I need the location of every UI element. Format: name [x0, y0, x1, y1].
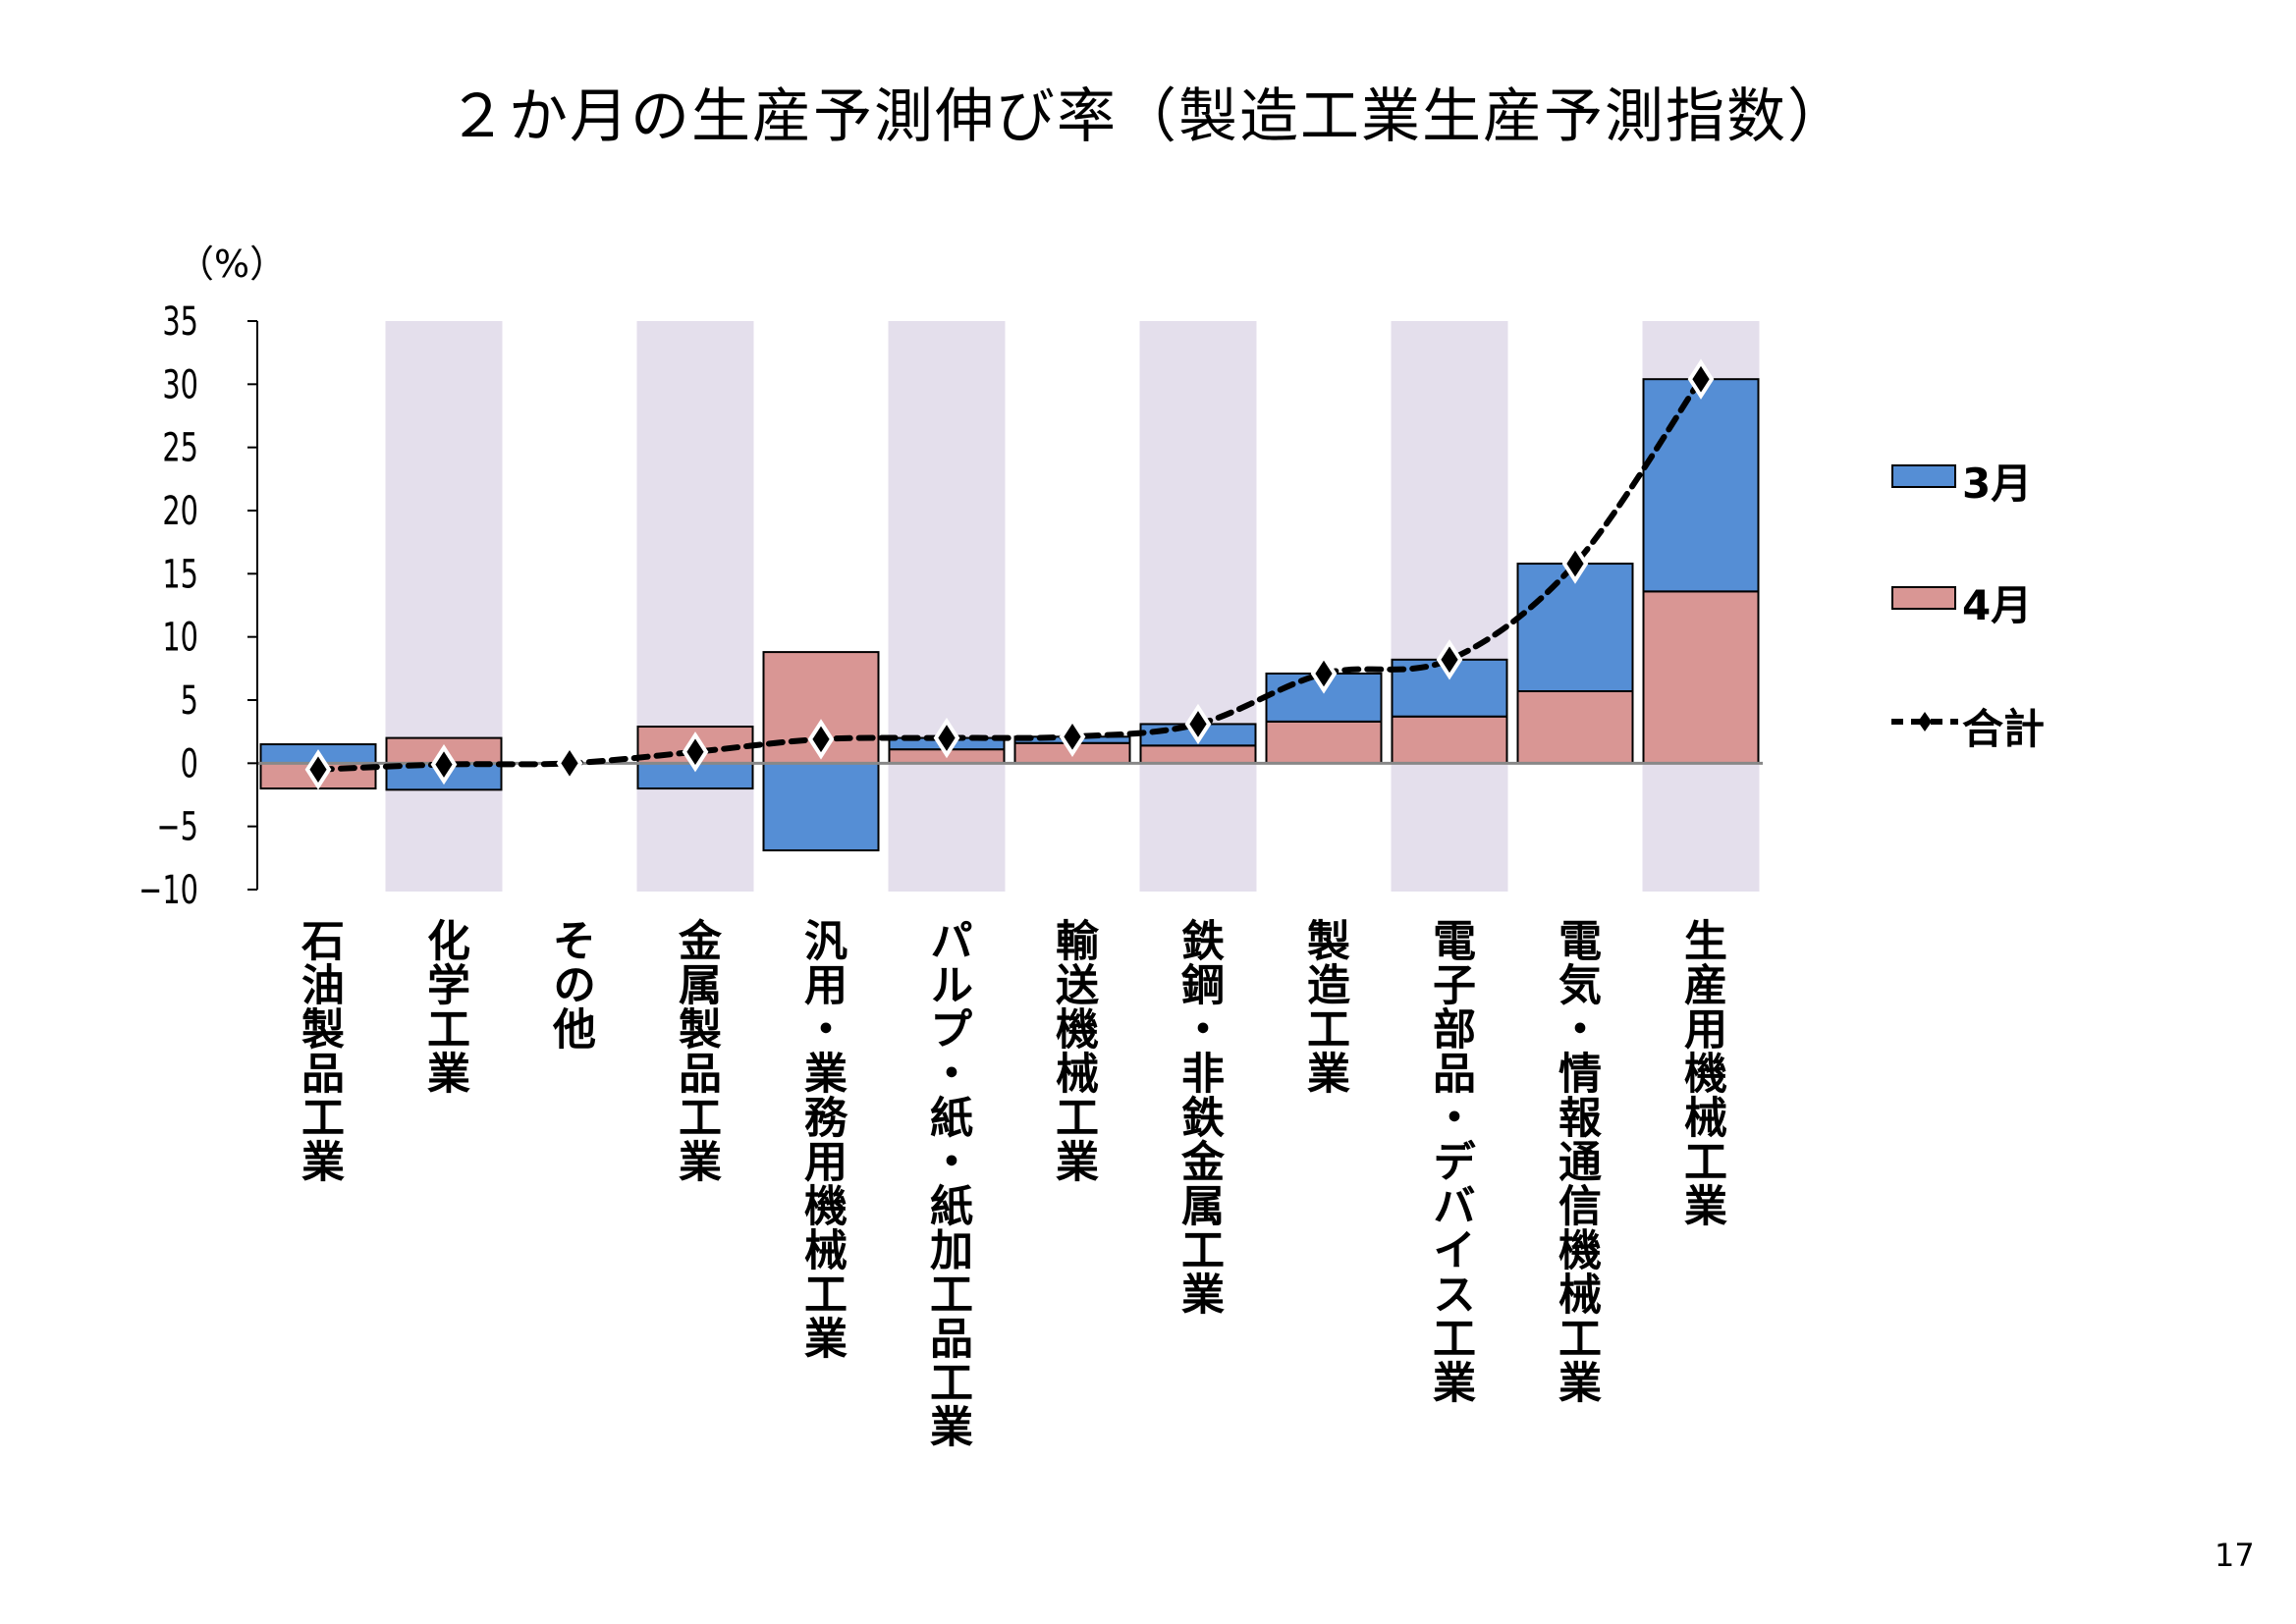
category-label: その他 [545, 918, 595, 1051]
background-band [888, 321, 1006, 892]
category-label: 化学工業 [419, 918, 469, 1095]
category-label: 石油製品工業 [294, 918, 344, 1183]
category-label: 製造工業 [1299, 918, 1349, 1095]
total-marker [304, 749, 332, 790]
legend-label: 4月 [1962, 581, 2033, 629]
legend-marker-total [1918, 712, 1932, 731]
bar-segment [1642, 590, 1760, 765]
total-marker [807, 719, 835, 760]
total-marker [933, 717, 960, 759]
legend-swatch-april [1891, 586, 1956, 610]
bar-segment [1265, 720, 1383, 765]
background-band [385, 321, 503, 892]
y-tick-label: −10 [138, 868, 198, 913]
bar-segment [1391, 715, 1508, 765]
background-band [1139, 321, 1257, 892]
category-label: 鉄鋼・非鉄金属工業 [1174, 918, 1224, 1316]
y-tick-label: 5 [181, 678, 198, 724]
bar-segment [1516, 689, 1634, 765]
y-tick-label: 10 [162, 616, 198, 661]
total-marker [556, 742, 583, 785]
bar-segment [1642, 378, 1760, 593]
total-marker [1561, 543, 1589, 584]
y-tick-label: 0 [181, 742, 198, 787]
y-tick-label: 15 [162, 553, 198, 598]
bar-segment [1516, 563, 1634, 692]
category-label: 輸送機械工業 [1048, 918, 1098, 1183]
y-tick-label: 30 [162, 363, 198, 408]
y-tick-label: 20 [162, 489, 198, 534]
total-marker [1687, 358, 1715, 400]
y-tick-label: 35 [162, 299, 198, 345]
total-marker [1436, 639, 1463, 680]
y-axis-unit-label: （%） [177, 243, 288, 286]
legend-swatch-march [1891, 464, 1956, 488]
legend-label: 3月 [1962, 460, 2033, 508]
total-marker [1310, 653, 1338, 694]
page-number: 17 [2214, 1537, 2255, 1574]
total-marker [430, 743, 458, 785]
category-label: 電子部品・デバイス工業 [1425, 918, 1475, 1404]
category-label: 金属製品工業 [671, 918, 721, 1183]
y-tick-label: −5 [157, 805, 198, 850]
category-label: パルプ・紙・紙加工品工業 [922, 918, 972, 1448]
bar-segment [1139, 744, 1257, 765]
total-marker [1059, 716, 1086, 757]
total-marker [1184, 703, 1212, 745]
category-label: 生産用機械工業 [1676, 918, 1726, 1227]
y-tick-label: 25 [162, 426, 198, 471]
background-band [636, 321, 754, 892]
legend-label: 合計 [1962, 705, 2046, 753]
category-label: 電気・情報通信機械工業 [1551, 918, 1601, 1404]
category-label: 汎用・業務用機械工業 [796, 918, 847, 1360]
total-marker [682, 731, 709, 773]
bar-segment [762, 762, 880, 852]
background-band [1391, 321, 1508, 892]
chart-title: ２か月の生産予測伸び率（製造工業生産予測指数） [448, 82, 1848, 151]
